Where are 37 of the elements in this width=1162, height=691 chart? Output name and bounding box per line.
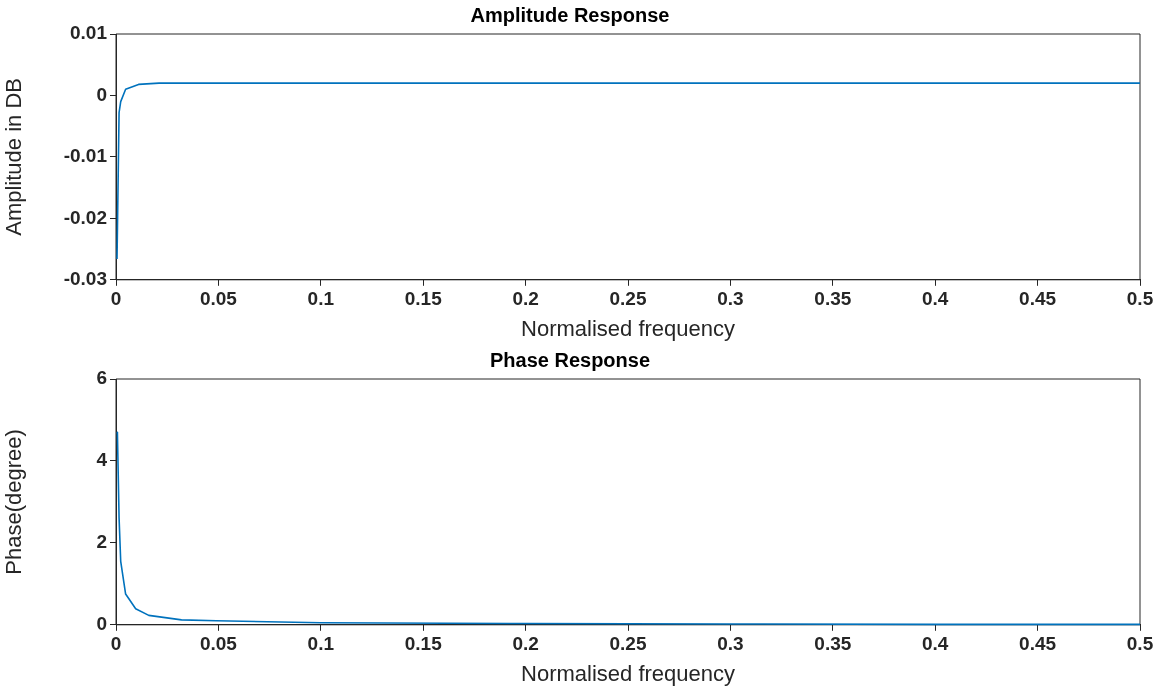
- x-tick-label: 0.2: [512, 288, 539, 310]
- y-tick-label: 4: [96, 449, 108, 471]
- y-tick-label: 6: [96, 367, 107, 389]
- x-tick-label: 0.1: [307, 288, 335, 310]
- x-tick-label: 0: [110, 288, 122, 310]
- y-tick-label: -0.01: [63, 145, 108, 167]
- x-tick-label: 0.35: [814, 633, 852, 655]
- x-tick-label: 0.5: [1126, 633, 1154, 655]
- x-tick-label: 0.3: [717, 288, 744, 310]
- x-tick-label: 0.35: [814, 288, 852, 310]
- x-tick-label: 0.15: [404, 288, 443, 310]
- x-tick-label: 0.05: [199, 288, 238, 310]
- y-tick-label: -0.03: [63, 268, 107, 290]
- x-tick-label: 0.5: [1126, 288, 1154, 310]
- y-tick-label: 0: [96, 613, 107, 635]
- x-tick-label: 0.4: [921, 633, 949, 655]
- x-axis-title: Normalised frequency: [521, 315, 735, 341]
- x-tick-label: 0.15: [404, 633, 443, 655]
- y-tick-label: -0.02: [63, 206, 107, 228]
- x-tick-label: 0.2: [512, 633, 539, 655]
- x-tick-label: 0.25: [609, 633, 647, 655]
- y-axis-title: Phase(degree): [1, 429, 27, 575]
- y-tick-label: 0: [96, 83, 107, 105]
- x-axis-title: Normalised frequency: [521, 660, 735, 686]
- x-tick-label: 0.4: [921, 288, 949, 310]
- x-tick-label: 0: [110, 633, 122, 655]
- y-axis-title: Amplitude in DB: [1, 78, 27, 236]
- x-tick-label: 0.1: [307, 633, 335, 655]
- x-tick-label: 0.3: [717, 633, 744, 655]
- x-tick-label: 0.45: [1019, 288, 1057, 310]
- chart-title: Phase Response: [489, 348, 651, 371]
- y-tick-label: 0.01: [70, 22, 108, 44]
- x-tick-label: 0.25: [609, 288, 647, 310]
- x-tick-label: 0.45: [1019, 633, 1057, 655]
- x-tick-label: 0.05: [199, 633, 238, 655]
- y-tick-label: 2: [96, 531, 107, 553]
- chart-title: Amplitude Response: [470, 3, 670, 26]
